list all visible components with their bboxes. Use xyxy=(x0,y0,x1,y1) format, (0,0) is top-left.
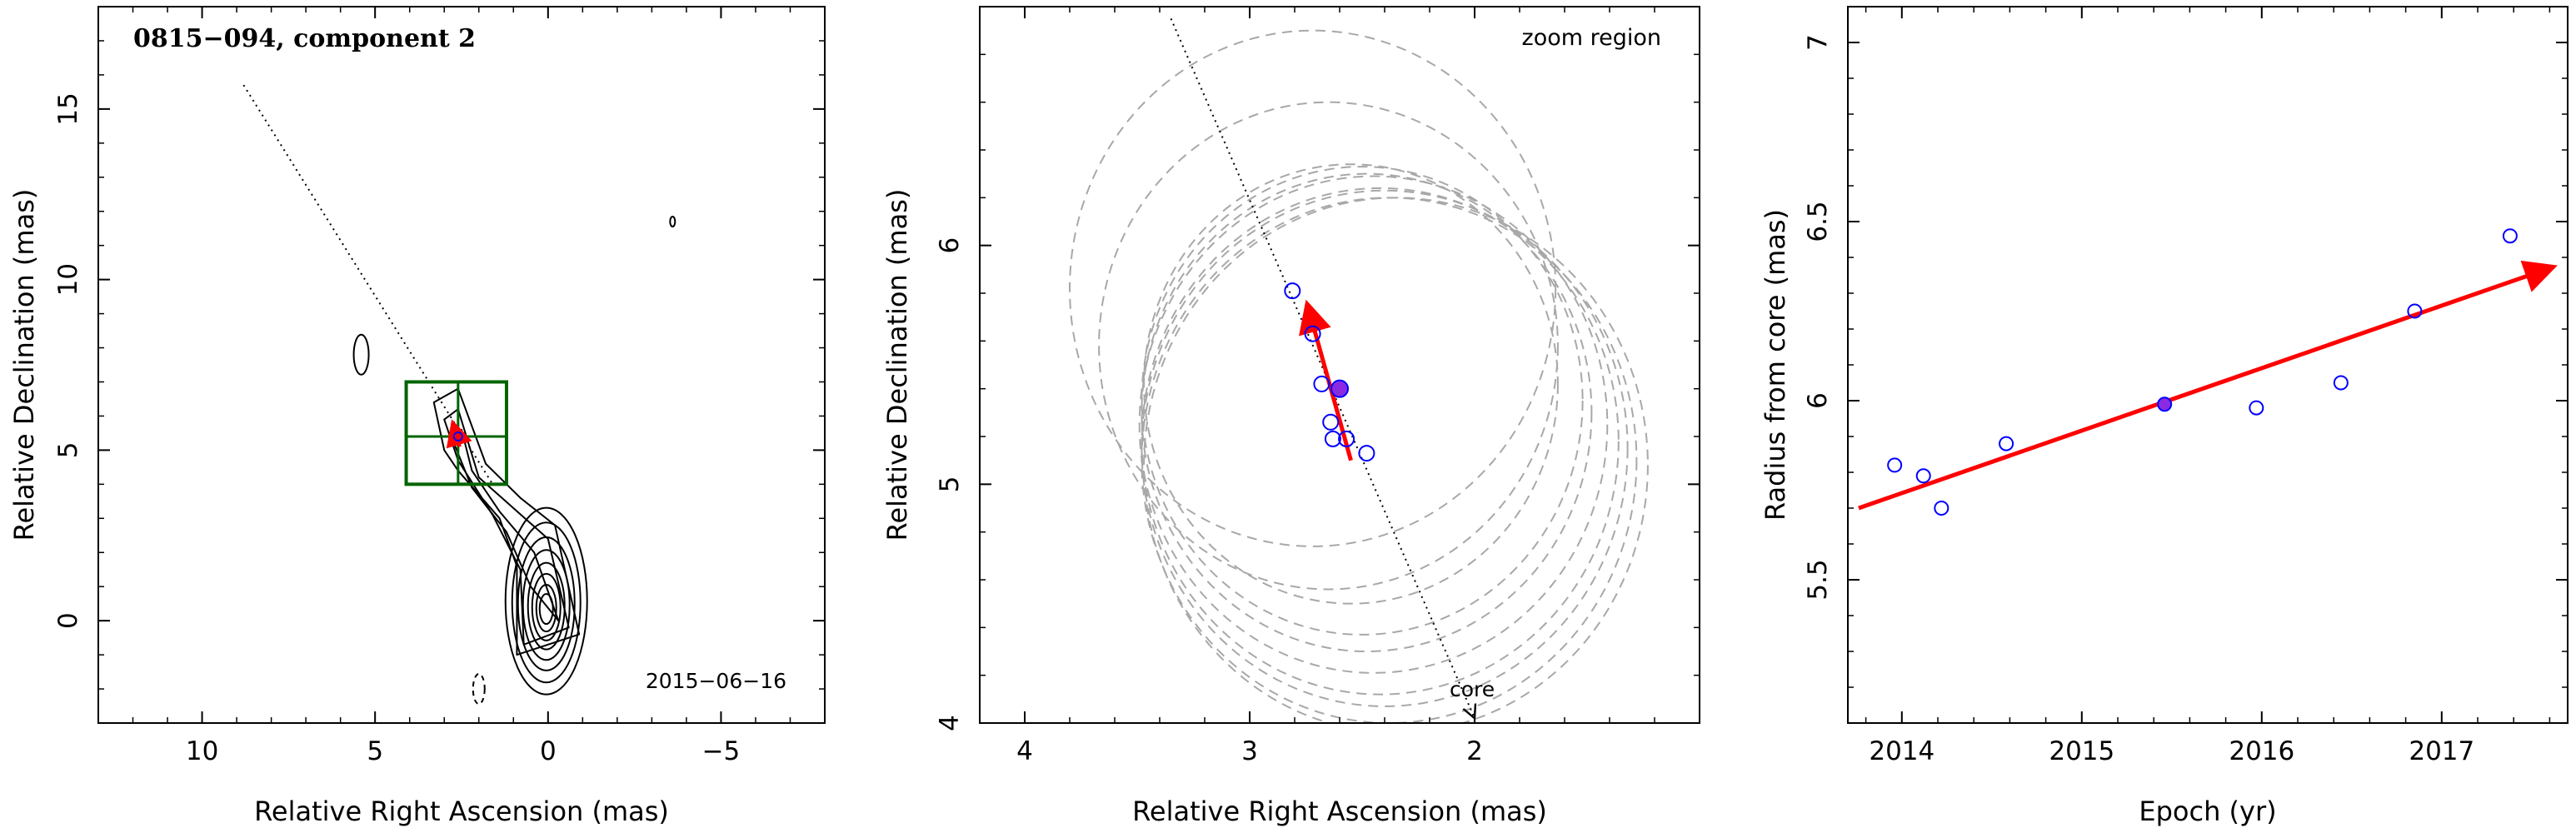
panel-2-x-tick-label: 3 xyxy=(1241,736,1258,766)
core-contour xyxy=(522,549,571,661)
panel-2-beam-circles xyxy=(1069,29,1649,723)
position-point xyxy=(1324,430,1341,447)
position-point xyxy=(1322,413,1340,431)
beam-circle xyxy=(1141,172,1593,652)
panel-2-plot-area xyxy=(1069,17,1649,723)
beam-circle xyxy=(1141,197,1638,723)
beam-circle xyxy=(1143,163,1559,605)
radius-point xyxy=(1999,436,2014,451)
radius-point xyxy=(2407,303,2423,319)
reference-point xyxy=(1330,379,1349,398)
panel-2-y-axis-label: Relative Declination (mas) xyxy=(881,189,913,541)
panel-1-x-axis-label: Relative Right Ascension (mas) xyxy=(254,796,669,827)
position-point xyxy=(1338,430,1355,447)
position-point xyxy=(1304,325,1321,342)
isolated-contour xyxy=(669,216,676,227)
jet-direction-line xyxy=(1170,17,1475,718)
beam-circle xyxy=(1069,29,1557,547)
panel-3-x-tick-label: 2014 xyxy=(1869,736,1934,766)
panel-2-y-tick-label: 4 xyxy=(935,715,965,731)
radius-point xyxy=(2333,375,2349,391)
panel-1-map: 10 5 0 −5 0 5 10 15 0815−094, component 2 2015−… xyxy=(8,6,826,827)
panel-3-plot-area xyxy=(1858,228,2558,516)
motion-arrow xyxy=(446,419,472,449)
panel-1-x-tick-label: −5 xyxy=(702,736,741,766)
panel-2-y-tick-label: 6 xyxy=(935,237,965,254)
jet-contour xyxy=(443,408,570,646)
panel-3-x-tick-label: 2016 xyxy=(2229,736,2294,766)
beam-circle xyxy=(1098,101,1559,591)
zoom-region-box xyxy=(404,380,508,486)
panel-1-x-tick-label: 5 xyxy=(367,736,383,766)
panel-2-x-tick-label: 2 xyxy=(1466,736,1483,766)
core-contour xyxy=(511,521,582,684)
radius-point xyxy=(2502,228,2518,244)
core-contour xyxy=(504,506,588,696)
core-contour xyxy=(517,536,576,671)
position-point xyxy=(1284,282,1301,300)
negative-contour xyxy=(472,673,486,706)
component-marker xyxy=(452,431,463,441)
position-point xyxy=(1358,445,1375,462)
panel-3-y-axis-label: Radius from core (mas) xyxy=(1760,209,1791,521)
beam-circle xyxy=(1141,166,1584,636)
panel-2-core-label: core xyxy=(1450,677,1495,701)
panel-1-date-label: 2015−06−16 xyxy=(646,669,786,693)
panel-3-y-tick-label: 7 xyxy=(1803,34,1833,51)
position-point xyxy=(1313,375,1330,392)
core-contour xyxy=(531,572,562,641)
reference-point xyxy=(2157,397,2173,412)
panel-1-frame xyxy=(97,6,826,724)
panel-1-marks xyxy=(242,84,508,486)
beam-circle xyxy=(1141,189,1629,707)
jet-contour xyxy=(450,428,560,622)
beam-circle xyxy=(1138,175,1609,674)
panel-2-annotation: zoom region xyxy=(1522,25,1661,51)
panel-1-title: 0815−094, component 2 xyxy=(133,24,476,53)
panel-2-zoom: 4 3 2 4 5 6 zoom region core Relative Right A… xyxy=(881,6,1700,827)
panel-3-marks xyxy=(1858,228,2558,516)
panel-3-y-tick-label: 6 xyxy=(1803,392,1833,409)
panel-3-y-tick-label: 6.5 xyxy=(1803,201,1833,242)
panel-1-ticks: 10 5 0 −5 0 5 10 15 xyxy=(53,6,826,766)
panel-1-contours xyxy=(352,216,676,706)
beam-circle xyxy=(1141,187,1620,696)
panel-3-x-tick-label: 2017 xyxy=(2409,736,2474,766)
panel-2-frame xyxy=(979,6,1700,724)
panel-1-x-tick-label: 10 xyxy=(186,736,218,766)
panel-1-y-axis-label: Relative Declination (mas) xyxy=(8,189,40,541)
radius-point xyxy=(2249,400,2264,416)
radius-point xyxy=(1934,501,1949,516)
fit-arrow xyxy=(1858,260,2558,511)
radius-point xyxy=(1915,468,1931,484)
panel-3-y-tick-label: 5.5 xyxy=(1803,559,1833,600)
panel-1-y-tick-label: 10 xyxy=(53,263,83,296)
panel-3-ticks: 2014 2015 2016 2017 5.5 6 6.5 7 xyxy=(1803,6,2568,766)
panel-1-x-tick-label: 0 xyxy=(540,736,557,766)
panel-2-ticks: 4 3 2 4 5 6 xyxy=(935,6,1700,766)
beam-circle xyxy=(1143,197,1649,723)
panel-3-x-tick-label: 2015 xyxy=(2049,736,2114,766)
panel-3-radius-vs-epoch: 2014 2015 2016 2017 5.5 6 6.5 7 Epoch (yr) Radi… xyxy=(1760,6,2569,827)
jet-direction-line xyxy=(242,84,494,485)
core-contour xyxy=(538,593,554,626)
jet-contour xyxy=(432,387,581,656)
panel-1-y-tick-label: 0 xyxy=(53,612,83,629)
panel-1-y-tick-label: 5 xyxy=(53,442,83,459)
panel-1-plot-area xyxy=(242,84,676,706)
isolated-contour xyxy=(352,333,370,376)
radius-point xyxy=(1887,457,1903,473)
panel-2-marks xyxy=(1170,17,1475,718)
panel-2-x-axis-label: Relative Right Ascension (mas) xyxy=(1132,796,1547,827)
panel-3-frame xyxy=(1847,6,2569,724)
panel-3-x-axis-label: Epoch (yr) xyxy=(2139,796,2276,827)
panel-2-y-tick-label: 5 xyxy=(935,476,965,492)
panel-2-x-tick-label: 4 xyxy=(1016,736,1033,766)
panel-1-y-tick-label: 15 xyxy=(53,92,83,125)
